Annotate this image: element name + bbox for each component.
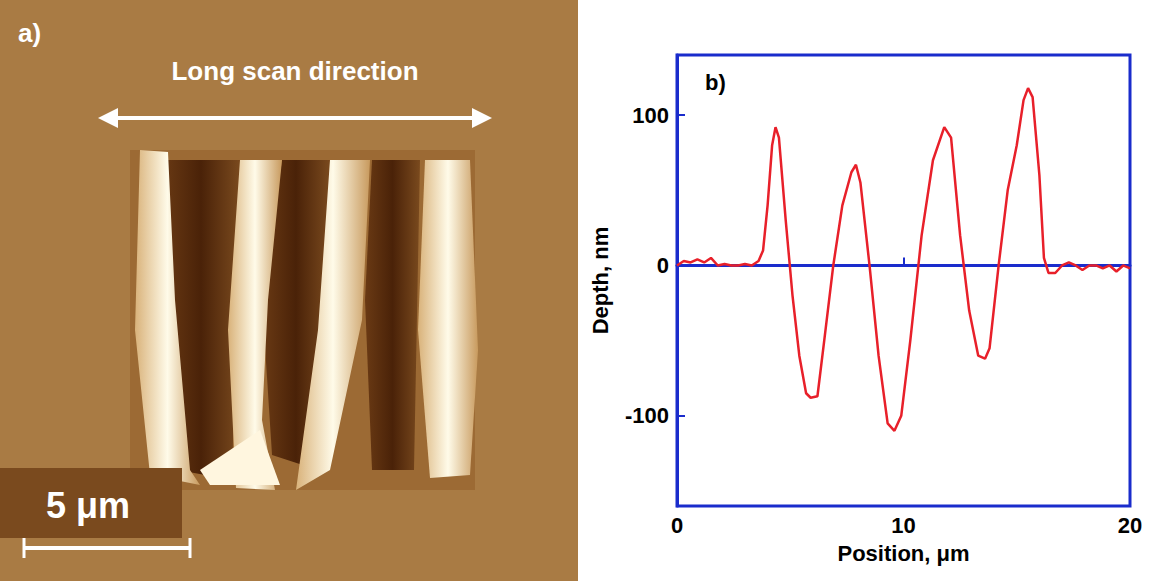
svg-text:0: 0	[671, 513, 683, 538]
svg-text:100: 100	[632, 103, 669, 128]
svg-text:b): b)	[705, 70, 726, 95]
svg-text:Position, μm: Position, μm	[837, 541, 969, 566]
svg-text:Depth, nm: Depth, nm	[588, 227, 613, 335]
svg-text:Long scan direction: Long scan direction	[171, 56, 418, 86]
svg-text:20: 20	[1118, 513, 1142, 538]
svg-text:10: 10	[891, 513, 915, 538]
svg-text:5 μm: 5 μm	[46, 485, 130, 526]
svg-text:-100: -100	[625, 403, 669, 428]
svg-text:a): a)	[18, 18, 41, 48]
svg-text:0: 0	[657, 253, 669, 278]
